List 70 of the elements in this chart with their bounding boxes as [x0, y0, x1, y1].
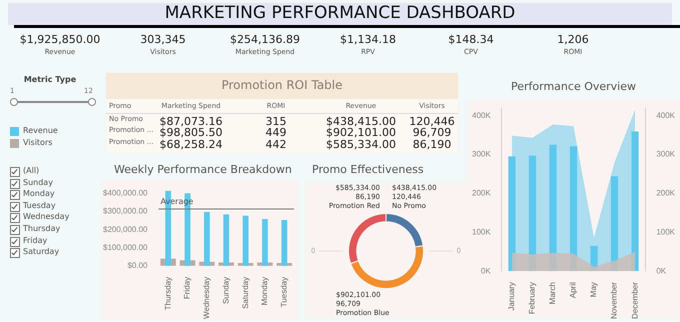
legend-label: Revenue — [23, 126, 58, 135]
x-tick-label: Monday — [260, 276, 270, 306]
x-tick-label: Wednesday — [202, 276, 212, 320]
x-tick-label: November — [610, 282, 619, 320]
text: $68,258.24 — [160, 138, 222, 150]
y2-tick-label: 0K — [656, 266, 667, 276]
chart-title: Performance Overview — [510, 80, 637, 93]
y2-tick-label: 300K — [656, 150, 676, 159]
text: $902,101.00 — [325, 126, 397, 139]
chart-title: Weekly Performance Breakdown — [114, 163, 292, 176]
legend-label: Visitors — [23, 138, 52, 147]
text: Metric Type — [22, 75, 78, 84]
y-tick-label: 200K — [472, 188, 492, 198]
text: Thursday — [23, 224, 60, 233]
y-tick-label: 0K — [480, 266, 492, 276]
y-tick-label: $0.00 — [127, 261, 148, 270]
chart-title: Promo Effectiveness — [312, 163, 424, 176]
text: $438,415.00 — [325, 114, 397, 128]
text: MARKETING PERFORMANCE DASHBOARD — [164, 3, 516, 23]
x-tick-label: Thursday — [163, 276, 172, 310]
y2-tick-label: 100K — [656, 227, 676, 236]
text: 315 — [264, 114, 288, 128]
text: 1,206 — [556, 33, 590, 46]
text: 303,345 — [139, 33, 187, 46]
bar — [262, 219, 268, 266]
text: $1,134.18 — [339, 33, 397, 46]
y-tick-label: $300,000.00 — [102, 206, 148, 216]
x-tick-label: May — [589, 282, 598, 298]
text: Sunday — [23, 178, 53, 187]
text: 96,709 — [412, 126, 452, 139]
x-tick-label: January — [507, 282, 516, 311]
bar — [508, 156, 516, 272]
text: Wednesday — [23, 212, 70, 222]
y2-tick-label: 400K — [656, 110, 676, 120]
text: $1,925,850.00 — [18, 33, 102, 46]
text: $148.34 — [447, 33, 495, 46]
x-tick-label: December — [630, 282, 640, 320]
text: 442 — [264, 138, 288, 150]
x-tick-label: March — [548, 282, 558, 304]
y-tick-label: $400,000.00 — [102, 188, 148, 198]
text: (All) — [23, 166, 40, 175]
bar — [281, 220, 288, 266]
y-tick-label: $100,000.00 — [102, 242, 148, 252]
text: Tuesday — [23, 200, 56, 210]
text: $585,334.00 — [325, 138, 397, 150]
bar — [631, 132, 639, 272]
text: Friday — [23, 236, 48, 245]
x-tick-label: February — [528, 282, 537, 314]
text: Saturday — [23, 247, 60, 256]
bar — [223, 214, 230, 266]
y-tick-label: 300K — [472, 150, 492, 159]
y-tick-label: 100K — [472, 227, 492, 236]
text: Promotion ROI Table — [220, 78, 344, 92]
bar — [242, 216, 249, 266]
x-tick-label: Tuesday — [280, 276, 289, 308]
x-tick-label: Saturday — [240, 276, 250, 309]
text: 120,446 — [408, 114, 456, 128]
y-tick-label: $200,000.00 — [102, 224, 148, 234]
text: $98,805.50 — [160, 126, 222, 139]
y2-tick-label: 200K — [656, 188, 676, 198]
bar — [204, 212, 210, 266]
text: 449 — [264, 126, 288, 139]
x-tick-label: Sunday — [221, 276, 230, 304]
y-tick-label: 400K — [472, 110, 492, 120]
text: $254,136.89 — [229, 33, 301, 46]
text: $87,073.16 — [158, 114, 224, 128]
text: Monday — [23, 189, 55, 198]
x-tick-label: April — [568, 282, 578, 298]
x-tick-label: Friday — [182, 276, 192, 300]
text: 86,190 — [412, 138, 452, 150]
